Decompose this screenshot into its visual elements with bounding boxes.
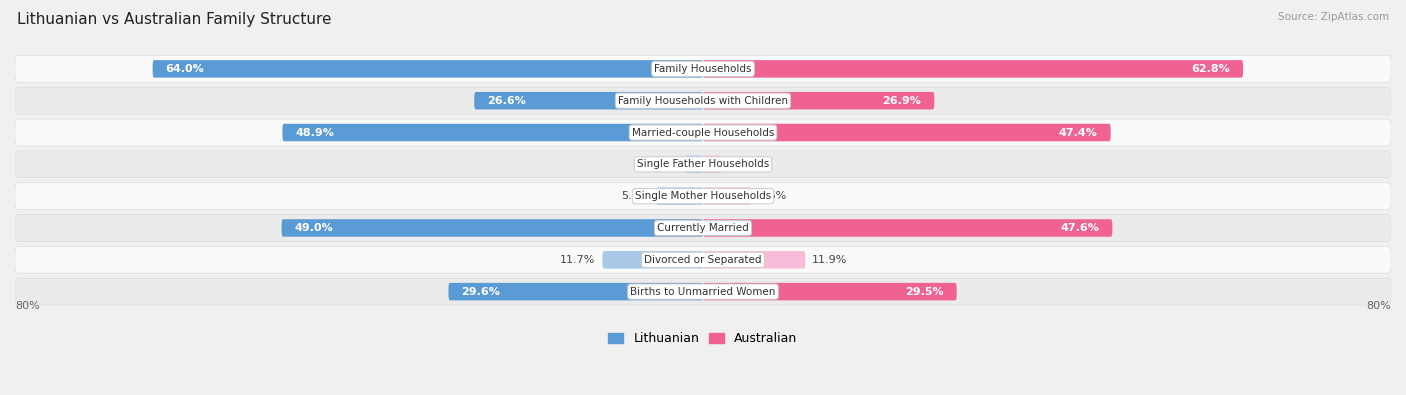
Text: Divorced or Separated: Divorced or Separated (644, 255, 762, 265)
Text: Lithuanian vs Australian Family Structure: Lithuanian vs Australian Family Structur… (17, 12, 332, 27)
FancyBboxPatch shape (15, 56, 1391, 82)
Text: 11.9%: 11.9% (813, 255, 848, 265)
Text: Married-couple Households: Married-couple Households (631, 128, 775, 137)
Text: Source: ZipAtlas.com: Source: ZipAtlas.com (1278, 12, 1389, 22)
Text: 80%: 80% (1367, 301, 1391, 311)
Text: 2.2%: 2.2% (728, 159, 758, 169)
Text: Currently Married: Currently Married (657, 223, 749, 233)
Text: Family Households: Family Households (654, 64, 752, 74)
Text: 26.6%: 26.6% (486, 96, 526, 106)
Legend: Lithuanian, Australian: Lithuanian, Australian (603, 327, 803, 350)
FancyBboxPatch shape (449, 283, 703, 300)
FancyBboxPatch shape (15, 278, 1391, 305)
FancyBboxPatch shape (703, 283, 956, 300)
FancyBboxPatch shape (283, 124, 703, 141)
Text: 29.5%: 29.5% (905, 287, 943, 297)
FancyBboxPatch shape (657, 187, 703, 205)
FancyBboxPatch shape (153, 60, 703, 78)
Text: 26.9%: 26.9% (883, 96, 921, 106)
Text: Births to Unmarried Women: Births to Unmarried Women (630, 287, 776, 297)
Text: 64.0%: 64.0% (166, 64, 204, 74)
FancyBboxPatch shape (281, 219, 703, 237)
FancyBboxPatch shape (703, 219, 1112, 237)
Text: 29.6%: 29.6% (461, 287, 501, 297)
FancyBboxPatch shape (703, 156, 721, 173)
Text: Single Father Households: Single Father Households (637, 159, 769, 169)
Text: 5.6%: 5.6% (758, 191, 786, 201)
Text: 11.7%: 11.7% (560, 255, 596, 265)
Text: 5.4%: 5.4% (621, 191, 650, 201)
Text: Family Households with Children: Family Households with Children (619, 96, 787, 106)
Text: 62.8%: 62.8% (1191, 64, 1230, 74)
FancyBboxPatch shape (15, 246, 1391, 273)
Text: 80%: 80% (15, 301, 39, 311)
FancyBboxPatch shape (703, 60, 1243, 78)
Text: 47.4%: 47.4% (1059, 128, 1098, 137)
Text: 2.1%: 2.1% (650, 159, 678, 169)
Text: 48.9%: 48.9% (295, 128, 335, 137)
FancyBboxPatch shape (703, 251, 806, 269)
FancyBboxPatch shape (685, 156, 703, 173)
FancyBboxPatch shape (15, 151, 1391, 178)
FancyBboxPatch shape (703, 92, 935, 109)
FancyBboxPatch shape (474, 92, 703, 109)
FancyBboxPatch shape (15, 87, 1391, 114)
FancyBboxPatch shape (703, 124, 1111, 141)
FancyBboxPatch shape (15, 214, 1391, 241)
FancyBboxPatch shape (15, 119, 1391, 146)
FancyBboxPatch shape (602, 251, 703, 269)
Text: 49.0%: 49.0% (294, 223, 333, 233)
FancyBboxPatch shape (703, 187, 751, 205)
Text: Single Mother Households: Single Mother Households (636, 191, 770, 201)
FancyBboxPatch shape (15, 183, 1391, 209)
Text: 47.6%: 47.6% (1060, 223, 1099, 233)
